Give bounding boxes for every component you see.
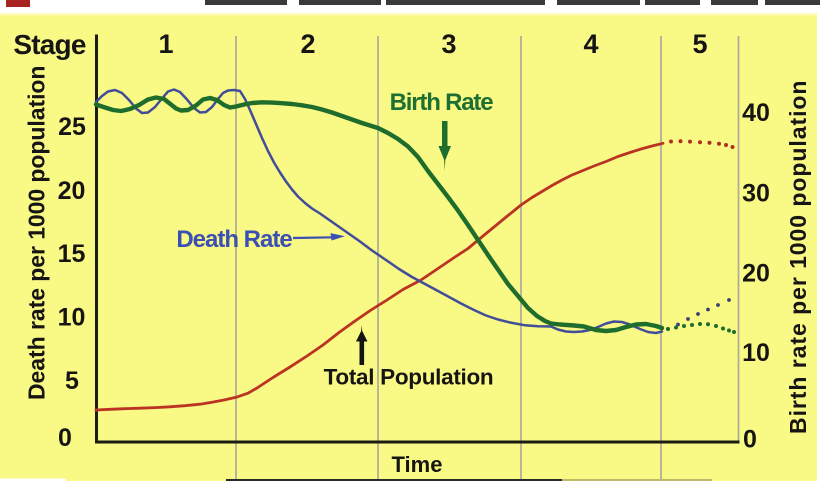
svg-text:Death rate per 1000 population: Death rate per 1000 population bbox=[24, 66, 50, 400]
svg-text:1: 1 bbox=[158, 29, 173, 59]
svg-text:15: 15 bbox=[58, 240, 86, 268]
svg-text:0: 0 bbox=[743, 426, 757, 454]
svg-text:20: 20 bbox=[742, 260, 770, 288]
svg-text:Death Rate: Death Rate bbox=[176, 226, 292, 253]
svg-text:30: 30 bbox=[742, 180, 770, 208]
svg-text:20: 20 bbox=[58, 177, 86, 205]
svg-text:Time: Time bbox=[392, 452, 443, 477]
svg-text:Birth Rate: Birth Rate bbox=[390, 89, 494, 116]
svg-text:5: 5 bbox=[65, 367, 79, 395]
svg-text:40: 40 bbox=[742, 99, 770, 127]
svg-text:10: 10 bbox=[58, 304, 86, 332]
svg-text:Total Population: Total Population bbox=[324, 365, 494, 390]
svg-text:2: 2 bbox=[300, 29, 315, 59]
svg-text:Stage: Stage bbox=[13, 29, 85, 60]
svg-text:3: 3 bbox=[441, 29, 456, 59]
svg-text:4: 4 bbox=[583, 29, 598, 59]
svg-text:5: 5 bbox=[692, 29, 707, 59]
svg-text:25: 25 bbox=[58, 113, 86, 141]
svg-text:0: 0 bbox=[58, 424, 72, 452]
svg-text:Birth rate per 1000 population: Birth rate per 1000 population bbox=[785, 81, 811, 434]
svg-text:10: 10 bbox=[742, 339, 770, 367]
